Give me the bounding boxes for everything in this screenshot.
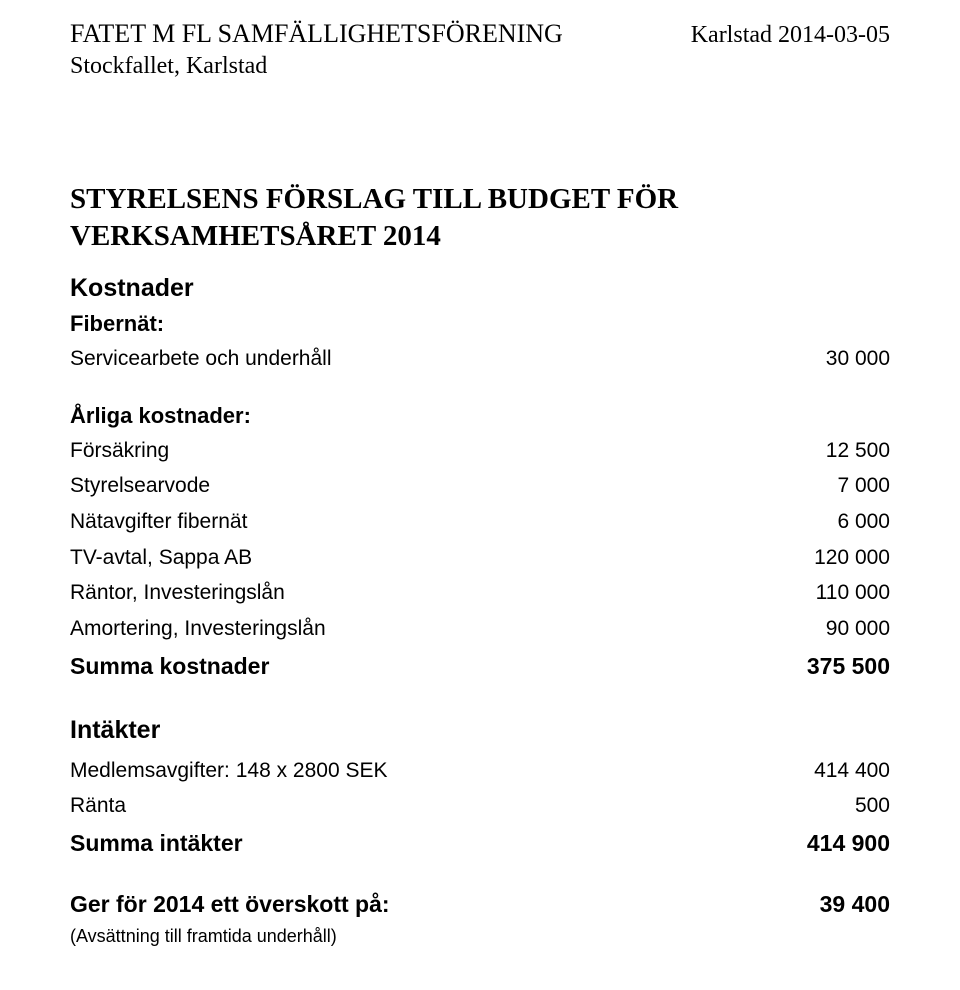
cost-value: 110 000 (816, 575, 890, 611)
cost-value: 6 000 (837, 504, 890, 540)
overskott-value: 39 400 (820, 885, 890, 924)
cost-row: Amortering, Investeringslån 90 000 (70, 611, 890, 647)
arliga-heading: Årliga kostnader: (70, 403, 890, 429)
cost-label: Servicearbete och underhåll (70, 341, 332, 377)
income-label: Medlemsavgifter: 148 x 2800 SEK (70, 753, 388, 789)
footnote: (Avsättning till framtida underhåll) (70, 926, 890, 947)
summa-kostnader-label: Summa kostnader (70, 647, 269, 686)
income-value: 500 (855, 788, 890, 824)
summa-kostnader-row: Summa kostnader 375 500 (70, 647, 890, 686)
kostnader-heading: Kostnader (70, 274, 890, 303)
cost-label: Försäkring (70, 433, 169, 469)
cost-value: 120 000 (814, 540, 890, 576)
org-block: FATET M FL SAMFÄLLIGHETSFÖRENING Stockfa… (70, 18, 563, 81)
cost-row: TV-avtal, Sappa AB 120 000 (70, 540, 890, 576)
income-value: 414 400 (814, 753, 890, 789)
income-row: Medlemsavgifter: 148 x 2800 SEK 414 400 (70, 753, 890, 789)
cost-label: Räntor, Investeringslån (70, 575, 285, 611)
cost-row: Styrelsearvode 7 000 (70, 468, 890, 504)
cost-label: TV-avtal, Sappa AB (70, 540, 252, 576)
cost-row: Försäkring 12 500 (70, 433, 890, 469)
cost-row: Servicearbete och underhåll 30 000 (70, 341, 890, 377)
title-line-2: VERKSAMHETSÅRET 2014 (70, 220, 441, 252)
summa-intakter-value: 414 900 (807, 824, 890, 863)
org-sublocation: Stockfallet, Karlstad (70, 51, 563, 81)
cost-value: 30 000 (826, 341, 890, 377)
document-header: FATET M FL SAMFÄLLIGHETSFÖRENING Stockfa… (70, 18, 890, 81)
cost-label: Nätavgifter fibernät (70, 504, 247, 540)
cost-row: Nätavgifter fibernät 6 000 (70, 504, 890, 540)
summa-intakter-label: Summa intäkter (70, 824, 243, 863)
cost-label: Styrelsearvode (70, 468, 210, 504)
cost-value: 12 500 (826, 433, 890, 469)
summa-kostnader-value: 375 500 (807, 647, 890, 686)
title-line-1: STYRELSENS FÖRSLAG TILL BUDGET FÖR (70, 183, 678, 215)
intakter-heading: Intäkter (70, 716, 890, 745)
document-date: Karlstad 2014-03-05 (691, 18, 890, 49)
fibernat-heading: Fibernät: (70, 311, 890, 337)
cost-label: Amortering, Investeringslån (70, 611, 326, 647)
org-name: FATET M FL SAMFÄLLIGHETSFÖRENING (70, 18, 563, 51)
cost-value: 7 000 (837, 468, 890, 504)
cost-value: 90 000 (826, 611, 890, 647)
summa-intakter-row: Summa intäkter 414 900 (70, 824, 890, 863)
income-label: Ränta (70, 788, 126, 824)
cost-row: Räntor, Investeringslån 110 000 (70, 575, 890, 611)
income-row: Ränta 500 (70, 788, 890, 824)
overskott-row: Ger för 2014 ett överskott på: 39 400 (70, 885, 890, 924)
document-title: STYRELSENS FÖRSLAG TILL BUDGET FÖR VERKS… (70, 181, 890, 256)
overskott-label: Ger för 2014 ett överskott på: (70, 885, 390, 924)
